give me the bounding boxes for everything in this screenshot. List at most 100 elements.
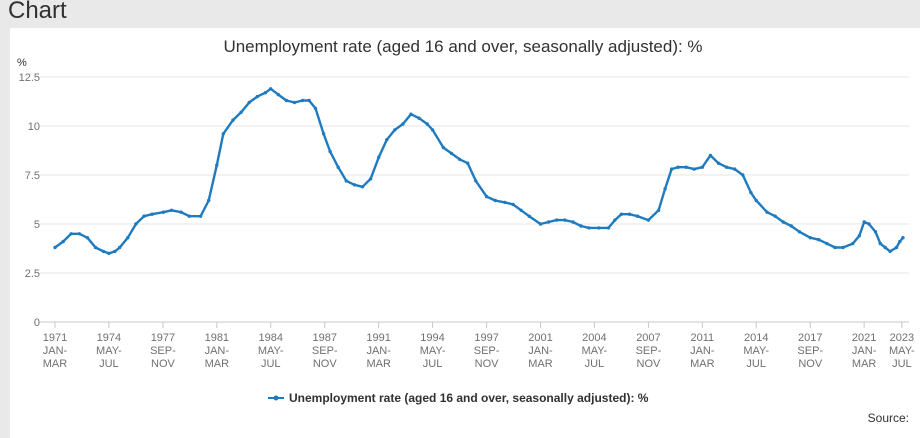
data-point[interactable] xyxy=(474,179,478,183)
data-point[interactable] xyxy=(169,208,174,212)
data-point[interactable] xyxy=(292,100,297,105)
data-point[interactable] xyxy=(401,122,405,126)
legend[interactable]: Unemployment rate (aged 16 and over, sea… xyxy=(268,391,649,405)
data-point[interactable] xyxy=(789,224,793,228)
data-point[interactable] xyxy=(142,214,146,218)
data-point[interactable] xyxy=(527,214,531,218)
data-point[interactable] xyxy=(619,212,624,216)
data-point[interactable] xyxy=(493,198,497,203)
data-point[interactable] xyxy=(215,163,219,167)
data-point[interactable] xyxy=(409,112,413,116)
data-point[interactable] xyxy=(321,132,326,136)
data-point[interactable] xyxy=(546,220,551,224)
data-point[interactable] xyxy=(284,98,289,103)
data-point[interactable] xyxy=(300,98,305,103)
data-point[interactable] xyxy=(656,208,661,212)
data-point[interactable] xyxy=(724,165,729,169)
data-point[interactable] xyxy=(669,167,674,171)
data-point[interactable] xyxy=(563,218,567,222)
data-point[interactable] xyxy=(733,167,737,171)
data-point[interactable] xyxy=(385,138,389,142)
data-point[interactable] xyxy=(873,230,878,234)
data-point[interactable] xyxy=(700,165,704,169)
data-point[interactable] xyxy=(269,87,273,91)
data-point[interactable] xyxy=(247,100,251,105)
data-point[interactable] xyxy=(393,128,397,132)
data-point[interactable] xyxy=(198,214,203,218)
data-point[interactable] xyxy=(606,226,611,230)
data-point[interactable] xyxy=(77,232,82,236)
data-point[interactable] xyxy=(862,220,866,224)
data-point[interactable] xyxy=(484,194,489,199)
data-point[interactable] xyxy=(519,208,523,212)
data-point[interactable] xyxy=(417,116,421,120)
data-point[interactable] xyxy=(255,94,259,99)
data-point[interactable] xyxy=(239,110,243,115)
data-point[interactable] xyxy=(597,226,601,230)
data-point[interactable] xyxy=(150,212,154,216)
data-point[interactable] xyxy=(555,218,559,222)
data-point[interactable] xyxy=(113,249,117,254)
data-point[interactable] xyxy=(857,234,861,238)
data-point[interactable] xyxy=(878,241,882,246)
data-point[interactable] xyxy=(867,222,871,226)
data-point[interactable] xyxy=(797,230,802,234)
data-point[interactable] xyxy=(118,245,122,250)
data-point[interactable] xyxy=(781,220,785,224)
data-point[interactable] xyxy=(231,118,235,122)
data-point[interactable] xyxy=(851,241,855,246)
data-point[interactable] xyxy=(107,251,111,256)
data-point[interactable] xyxy=(511,202,515,207)
data-point[interactable] xyxy=(571,220,575,224)
data-point[interactable] xyxy=(808,236,812,240)
data-point[interactable] xyxy=(307,98,311,103)
data-point[interactable] xyxy=(825,241,829,246)
data-point[interactable] xyxy=(894,245,899,250)
data-point[interactable] xyxy=(85,236,90,240)
data-point[interactable] xyxy=(503,200,507,205)
data-point[interactable] xyxy=(449,151,454,156)
data-point[interactable] xyxy=(587,226,591,230)
data-point[interactable] xyxy=(368,177,373,181)
data-point[interactable] xyxy=(883,245,887,250)
data-point[interactable] xyxy=(901,236,905,240)
data-point[interactable] xyxy=(741,173,745,177)
data-point[interactable] xyxy=(207,198,211,203)
data-point[interactable] xyxy=(676,165,680,169)
data-point[interactable] xyxy=(101,249,106,254)
data-point[interactable] xyxy=(360,185,365,189)
data-point[interactable] xyxy=(466,161,470,165)
data-point[interactable] xyxy=(579,224,583,228)
data-point[interactable] xyxy=(692,167,696,171)
data-point[interactable] xyxy=(161,210,166,214)
data-point[interactable] xyxy=(888,249,892,254)
data-point[interactable] xyxy=(646,218,651,222)
data-point[interactable] xyxy=(221,132,225,136)
data-point[interactable] xyxy=(313,106,318,111)
data-point[interactable] xyxy=(126,236,130,240)
data-point[interactable] xyxy=(441,145,446,150)
data-point[interactable] xyxy=(749,190,753,195)
data-point[interactable] xyxy=(716,161,721,165)
data-point[interactable] xyxy=(336,165,340,169)
data-point[interactable] xyxy=(430,128,435,132)
data-point[interactable] xyxy=(754,198,758,203)
data-point[interactable] xyxy=(187,214,191,218)
data-point[interactable] xyxy=(179,210,183,214)
data-point[interactable] xyxy=(61,239,65,244)
data-point[interactable] xyxy=(613,218,617,222)
data-point[interactable] xyxy=(898,239,902,244)
data-point[interactable] xyxy=(627,212,632,216)
data-point[interactable] xyxy=(328,149,332,154)
data-point[interactable] xyxy=(134,222,138,226)
data-point[interactable] xyxy=(773,214,777,218)
data-point[interactable] xyxy=(765,210,769,214)
data-point[interactable] xyxy=(377,155,381,160)
data-point[interactable] xyxy=(841,245,845,250)
data-point[interactable] xyxy=(684,165,688,169)
data-point[interactable] xyxy=(53,245,57,250)
data-point[interactable] xyxy=(663,187,667,191)
data-point[interactable] xyxy=(344,179,348,183)
data-point[interactable] xyxy=(93,245,98,250)
series-line-unemployment-rate[interactable] xyxy=(53,87,905,255)
